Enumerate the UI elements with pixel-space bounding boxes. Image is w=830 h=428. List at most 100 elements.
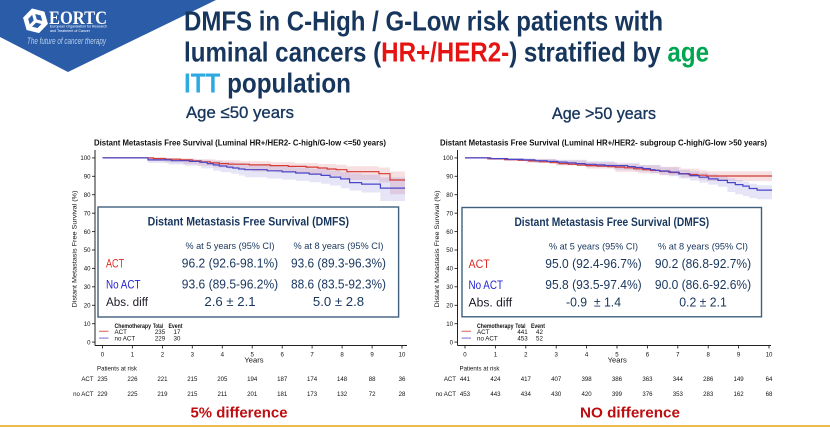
- svg-text:8: 8: [707, 352, 711, 359]
- svg-text:90: 90: [84, 174, 91, 181]
- svg-text:5: 5: [615, 352, 619, 359]
- svg-text:Abs. diff: Abs. diff: [106, 297, 149, 309]
- svg-text:20: 20: [446, 303, 453, 310]
- svg-text:0: 0: [101, 352, 105, 359]
- svg-text:5% difference: 5% difference: [191, 405, 288, 422]
- svg-text:2: 2: [161, 352, 165, 359]
- svg-text:0: 0: [463, 352, 467, 359]
- svg-text:Distant Metastasis Free Surviv: Distant Metastasis Free Survival (%): [434, 191, 441, 308]
- svg-text:424: 424: [490, 376, 501, 383]
- svg-text:60: 60: [84, 229, 91, 236]
- svg-text:376: 376: [642, 391, 653, 398]
- svg-text:50: 50: [446, 247, 453, 254]
- svg-text:luminal cancers (HR+/HER2-) st: luminal cancers (HR+/HER2-) stratified b…: [184, 37, 709, 68]
- svg-text:4: 4: [221, 352, 225, 359]
- svg-text:201: 201: [247, 391, 258, 398]
- svg-text:441: 441: [517, 329, 528, 336]
- svg-text:-0.9 ± 1.4: -0.9 ± 1.4: [566, 296, 621, 310]
- svg-text:30: 30: [84, 284, 91, 291]
- svg-text:363: 363: [642, 376, 653, 383]
- svg-text:187: 187: [277, 376, 288, 383]
- svg-text:52: 52: [536, 336, 543, 343]
- svg-text:% at 8 years (95% CI): % at 8 years (95% CI): [658, 242, 748, 252]
- svg-text:Years: Years: [244, 356, 263, 365]
- svg-text:Distant Metastasis Free Surviv: Distant Metastasis Free Survival (DMFS): [148, 215, 349, 229]
- svg-text:225: 225: [127, 391, 138, 398]
- svg-text:1: 1: [131, 352, 135, 359]
- svg-text:EORTC: EORTC: [49, 8, 107, 29]
- svg-text:No ACT: No ACT: [106, 280, 141, 292]
- svg-text:286: 286: [703, 376, 714, 383]
- svg-text:No ACT: No ACT: [469, 280, 504, 292]
- svg-text:226: 226: [127, 376, 138, 383]
- svg-text:ACT: ACT: [469, 259, 490, 271]
- svg-text:no ACT: no ACT: [73, 391, 94, 398]
- svg-text:Chemotherapy: Chemotherapy: [115, 323, 152, 330]
- svg-text:60: 60: [446, 229, 453, 236]
- svg-text:10: 10: [399, 352, 406, 359]
- svg-text:1: 1: [494, 352, 498, 359]
- svg-text:Abs. diff: Abs. diff: [469, 298, 513, 310]
- svg-text:344: 344: [673, 376, 684, 383]
- svg-text:5: 5: [251, 352, 255, 359]
- svg-text:2.6 ± 2.1: 2.6 ± 2.1: [204, 295, 255, 309]
- svg-text:10: 10: [84, 321, 91, 328]
- svg-text:100: 100: [443, 155, 454, 162]
- svg-text:40: 40: [84, 266, 91, 273]
- svg-text:430: 430: [551, 391, 562, 398]
- svg-text:441: 441: [460, 376, 471, 383]
- svg-text:181: 181: [277, 391, 288, 398]
- svg-text:93.6 (89.3-96.3%): 93.6 (89.3-96.3%): [291, 257, 386, 271]
- svg-text:% at 5 years (95% CI): % at 5 years (95% CI): [549, 242, 638, 252]
- svg-text:2: 2: [524, 352, 528, 359]
- svg-text:399: 399: [612, 391, 623, 398]
- svg-text:Event: Event: [531, 323, 545, 330]
- svg-text:and Treatment of Cancer: and Treatment of Cancer: [50, 29, 91, 33]
- svg-text:50: 50: [84, 247, 91, 254]
- svg-text:Patients at risk: Patients at risk: [97, 366, 138, 373]
- svg-text:386: 386: [612, 376, 623, 383]
- svg-text:283: 283: [703, 391, 714, 398]
- svg-text:ITT population: ITT population: [184, 68, 351, 99]
- svg-text:221: 221: [157, 376, 168, 383]
- svg-text:42: 42: [536, 329, 543, 336]
- svg-text:4: 4: [585, 352, 589, 359]
- svg-text:Years: Years: [608, 356, 627, 365]
- svg-text:96.2 (92.6-98.1%): 96.2 (92.6-98.1%): [182, 257, 278, 271]
- svg-text:0: 0: [87, 339, 91, 346]
- svg-text:30: 30: [174, 336, 181, 343]
- svg-text:Distant Metastasis Free Surviv: Distant Metastasis Free Survival (%): [72, 191, 79, 308]
- svg-text:Distant Metastasis Free Surviv: Distant Metastasis Free Survival (DMFS): [514, 215, 709, 229]
- svg-text:ACT: ACT: [106, 259, 124, 271]
- svg-text:3: 3: [555, 352, 559, 359]
- svg-text:10: 10: [446, 321, 453, 328]
- svg-text:211: 211: [217, 391, 227, 398]
- svg-text:174: 174: [307, 376, 318, 383]
- svg-text:420: 420: [582, 391, 593, 398]
- svg-text:453: 453: [460, 391, 471, 398]
- svg-text:Distant Metastasis Free Surviv: Distant Metastasis Free Survival (Lumina…: [94, 139, 386, 148]
- svg-text:353: 353: [673, 391, 684, 398]
- svg-text:no ACT: no ACT: [477, 336, 498, 343]
- svg-text:0.2 ± 2.1: 0.2 ± 2.1: [679, 296, 727, 310]
- svg-text:215: 215: [187, 391, 198, 398]
- svg-text:407: 407: [551, 376, 562, 383]
- svg-text:132: 132: [337, 391, 348, 398]
- svg-text:219: 219: [157, 391, 168, 398]
- svg-text:DMFS in C-High / G-Low risk pa: DMFS in C-High / G-Low risk patients wit…: [184, 6, 663, 37]
- svg-text:no ACT: no ACT: [436, 391, 457, 398]
- svg-text:72: 72: [369, 391, 376, 398]
- svg-text:215: 215: [187, 376, 198, 383]
- svg-text:173: 173: [307, 391, 318, 398]
- svg-text:30: 30: [446, 284, 453, 291]
- svg-text:7: 7: [310, 352, 314, 359]
- svg-text:8: 8: [340, 352, 344, 359]
- svg-text:% at 8 years (95% CI): % at 8 years (95% CI): [294, 241, 384, 251]
- svg-text:194: 194: [247, 376, 258, 383]
- svg-text:Total: Total: [516, 323, 526, 330]
- svg-text:434: 434: [521, 391, 532, 398]
- svg-text:398: 398: [582, 376, 593, 383]
- svg-text:6: 6: [646, 352, 650, 359]
- svg-text:6: 6: [281, 352, 285, 359]
- svg-text:90.2 (86.8-92.7%): 90.2 (86.8-92.7%): [655, 257, 751, 271]
